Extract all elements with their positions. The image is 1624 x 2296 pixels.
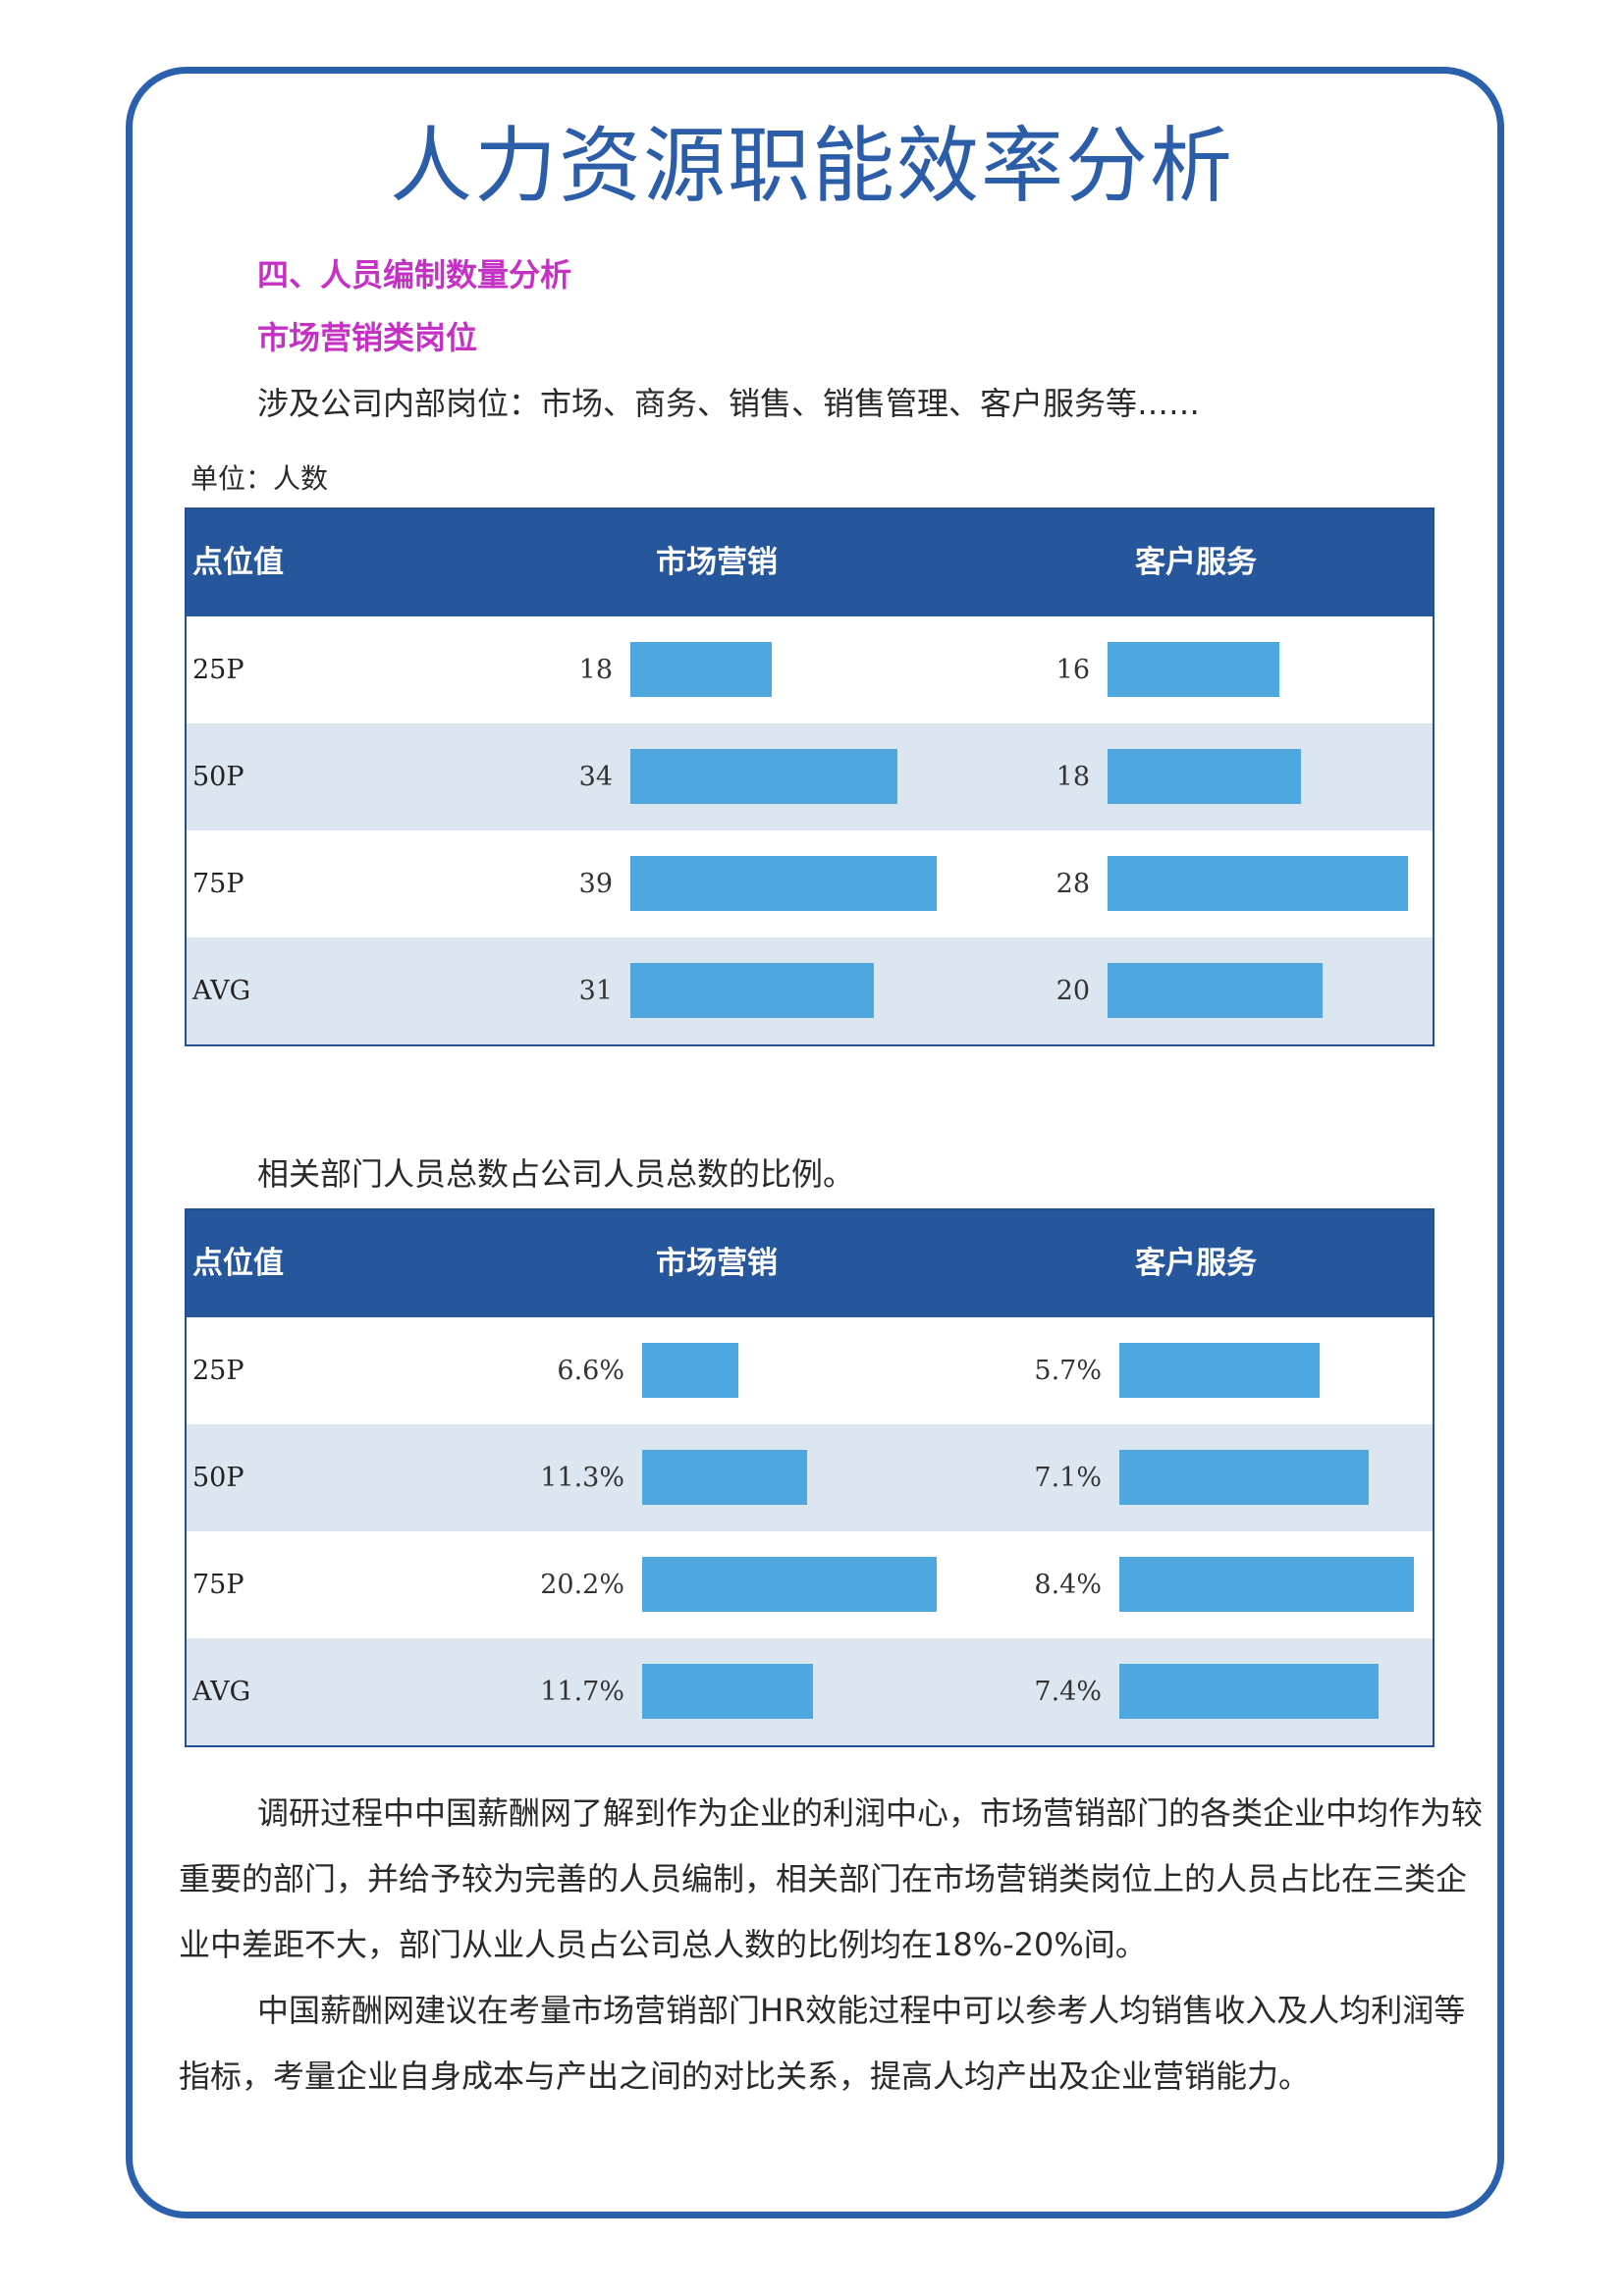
customer-service-bar (1108, 642, 1279, 697)
table-row: AVG 31 20 (187, 937, 1433, 1044)
customer-service-bar (1119, 1664, 1379, 1719)
customer-service-value: 8.4% (1034, 1570, 1102, 1600)
customer-service-value: 7.1% (1034, 1463, 1102, 1493)
ratio-table: 点位值 市场营销 客户服务 25P 6.6% 5.7% 50P 11.3% 7.1% 75P… (185, 1208, 1435, 1747)
customer-service-value: 16 (1056, 655, 1090, 685)
marketing-bar (630, 749, 897, 804)
marketing-value: 39 (578, 869, 613, 899)
row-label: 75P (192, 869, 244, 899)
header-customer-service: 客户服务 (1135, 545, 1257, 580)
customer-service-value: 20 (1056, 976, 1090, 1006)
marketing-bar (642, 1557, 937, 1612)
headcount-table: 点位值 市场营销 客户服务 25P 18 16 50P 34 18 75P 39 28 AVG 31… (185, 507, 1435, 1046)
marketing-value: 34 (578, 762, 613, 792)
unit-label: 单位：人数 (190, 462, 329, 495)
table-row: 25P 6.6% 5.7% (187, 1317, 1433, 1424)
customer-service-value: 28 (1056, 869, 1090, 899)
row-label: 25P (192, 655, 244, 685)
marketing-value: 6.6% (557, 1356, 624, 1386)
row-label: 50P (192, 762, 244, 792)
customer-service-bar (1119, 1557, 1414, 1612)
row-label: AVG (192, 976, 251, 1006)
sub-heading: 市场营销类岗位 (257, 319, 478, 356)
marketing-bar (630, 856, 937, 911)
customer-service-value: 7.4% (1034, 1677, 1102, 1707)
marketing-bar (630, 963, 874, 1018)
marketing-value: 20.2% (540, 1570, 624, 1600)
marketing-bar (642, 1343, 738, 1398)
marketing-bar (642, 1450, 807, 1505)
suggestion-paragraph: 中国薪酬网建议在考量市场营销部门HR效能过程中可以参考人均销售收入及人均利润等指… (179, 1992, 1466, 2095)
customer-service-bar (1119, 1450, 1369, 1505)
marketing-value: 31 (578, 976, 613, 1006)
table-row: 50P 11.3% 7.1% (187, 1424, 1433, 1531)
header-marketing: 市场营销 (656, 1246, 778, 1281)
customer-service-bar (1119, 1343, 1320, 1398)
marketing-value: 18 (578, 655, 613, 685)
table-header: 点位值 市场营销 客户服务 (187, 1210, 1433, 1317)
header-marketing: 市场营销 (656, 545, 778, 580)
row-label: 25P (192, 1356, 244, 1386)
customer-service-bar (1108, 749, 1301, 804)
marketing-value: 11.7% (540, 1677, 624, 1707)
row-label: 50P (192, 1463, 244, 1493)
ratio-caption: 相关部门人员总数占公司人员总数的比例。 (257, 1155, 855, 1193)
table-row: 75P 20.2% 8.4% (187, 1531, 1433, 1638)
table-row: AVG 11.7% 7.4% (187, 1638, 1433, 1745)
row-label: 75P (192, 1570, 244, 1600)
customer-service-value: 18 (1056, 762, 1090, 792)
analysis-paragraph: 调研过程中中国薪酬网了解到作为企业的利润中心，市场营销部门的各类企业中均作为较重… (179, 1794, 1484, 1963)
table-row: 25P 18 16 (187, 616, 1433, 723)
intro-text: 涉及公司内部岗位：市场、商务、销售、销售管理、客户服务等…… (257, 385, 1201, 422)
page-title: 人力资源职能效率分析 (389, 118, 1234, 214)
customer-service-value: 5.7% (1034, 1356, 1102, 1386)
marketing-bar (642, 1664, 813, 1719)
customer-service-bar (1108, 963, 1323, 1018)
marketing-bar (630, 642, 772, 697)
marketing-value: 11.3% (540, 1463, 624, 1493)
customer-service-bar (1108, 856, 1408, 911)
table-row: 50P 34 18 (187, 723, 1433, 830)
header-percentile: 点位值 (192, 1246, 284, 1281)
row-label: AVG (192, 1677, 251, 1707)
table-row: 75P 39 28 (187, 830, 1433, 937)
section-heading: 四、人员编制数量分析 (257, 256, 572, 294)
table-header: 点位值 市场营销 客户服务 (187, 509, 1433, 616)
header-customer-service: 客户服务 (1135, 1246, 1257, 1281)
page-frame (126, 67, 1504, 2218)
header-percentile: 点位值 (192, 545, 284, 580)
